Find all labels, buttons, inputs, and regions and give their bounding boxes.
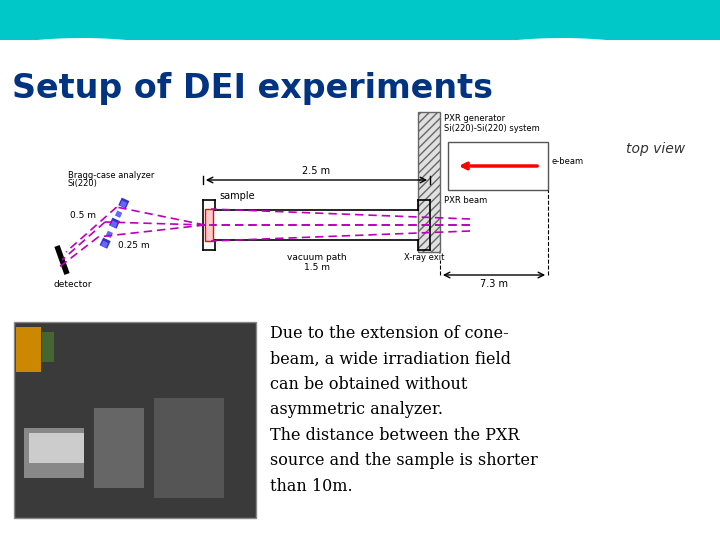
- Text: sample: sample: [219, 191, 255, 201]
- Text: e-beam: e-beam: [551, 157, 583, 165]
- Text: 0.25 m: 0.25 m: [118, 240, 150, 249]
- Text: Si(220)-Si(220) system: Si(220)-Si(220) system: [444, 124, 540, 133]
- Text: vacuum path: vacuum path: [287, 253, 346, 262]
- Text: PXR generator: PXR generator: [444, 114, 505, 123]
- Text: 2.5 m: 2.5 m: [302, 166, 330, 176]
- Bar: [14, 322, 256, 518]
- Text: top view: top view: [626, 142, 685, 156]
- Text: Bragg-case analyzer: Bragg-case analyzer: [68, 171, 154, 180]
- Bar: [205, 209, 213, 241]
- Bar: [154, 398, 224, 498]
- Bar: [448, 142, 548, 190]
- Bar: [24, 428, 84, 478]
- Text: X-ray exit: X-ray exit: [404, 253, 444, 262]
- Bar: [16, 327, 41, 372]
- Text: 0.5 m: 0.5 m: [70, 211, 96, 219]
- Text: Si(220): Si(220): [68, 179, 98, 188]
- Text: Due to the extension of cone-
beam, a wide irradiation field
can be obtained wit: Due to the extension of cone- beam, a wi…: [270, 325, 538, 495]
- Bar: [418, 112, 440, 252]
- Bar: [29, 433, 84, 463]
- Text: detector: detector: [54, 280, 92, 289]
- Text: PXR beam: PXR beam: [444, 196, 487, 205]
- Bar: [0, 0, 720, 40]
- Bar: [42, 332, 54, 362]
- Text: 7.3 m: 7.3 m: [480, 279, 508, 289]
- Text: 1.5 m: 1.5 m: [304, 263, 330, 272]
- Bar: [94, 408, 144, 488]
- Polygon shape: [0, 38, 720, 540]
- Text: Setup of DEI experiments: Setup of DEI experiments: [12, 72, 493, 105]
